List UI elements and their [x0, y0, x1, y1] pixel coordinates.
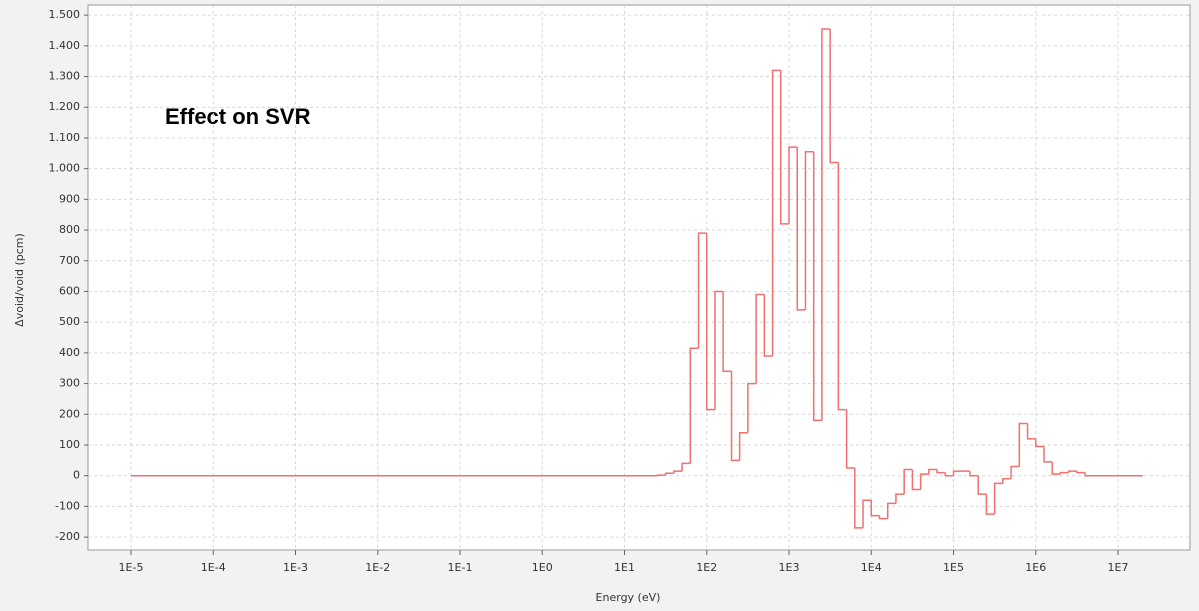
y-tick-label: 1.300	[49, 70, 81, 83]
y-tick-label: 200	[59, 407, 80, 420]
histogram-step	[993, 482, 1003, 515]
plot-area	[87, 4, 1191, 551]
x-tick-label: 1E-2	[365, 561, 390, 574]
x-tick-label: 1E6	[1025, 561, 1046, 574]
histogram-step	[969, 471, 979, 477]
y-tick-label: 100	[59, 438, 80, 451]
histogram-step	[870, 500, 880, 517]
histogram-step	[706, 233, 716, 411]
y-tick-label: 1.500	[49, 8, 81, 21]
histogram-step	[681, 462, 691, 472]
histogram-step	[903, 468, 913, 495]
x-tick-label: 1E7	[1108, 561, 1129, 574]
histogram-step	[763, 294, 773, 357]
histogram-step	[829, 28, 839, 164]
histogram-step	[895, 493, 905, 504]
x-tick-label: 1E3	[779, 561, 800, 574]
y-tick-label: -100	[55, 499, 80, 512]
histogram-step	[796, 147, 806, 311]
y-tick-label: 600	[59, 284, 80, 297]
histogram-step	[1076, 471, 1086, 474]
histogram-step	[1084, 472, 1143, 477]
y-tick-label: 0	[73, 469, 80, 482]
annotation: Effect on SVR	[165, 104, 311, 129]
histogram-step	[780, 70, 790, 225]
histogram-step	[977, 475, 987, 495]
histogram-step	[738, 431, 748, 461]
histogram-step	[821, 28, 831, 421]
histogram-step	[1010, 465, 1020, 479]
histogram-step	[919, 473, 929, 490]
histogram-step	[1002, 478, 1012, 484]
histogram-step	[697, 232, 707, 349]
histogram-step	[656, 474, 666, 476]
y-tick-label: 700	[59, 254, 80, 267]
y-tick-label: 500	[59, 315, 80, 328]
histogram-step	[812, 151, 822, 422]
histogram-step	[1067, 470, 1077, 473]
histogram-step	[936, 469, 946, 474]
histogram-step	[747, 382, 757, 433]
y-tick-label: 800	[59, 223, 80, 236]
histogram-step	[804, 151, 814, 310]
x-tick-label: 1E-1	[448, 561, 473, 574]
x-tick-label: 1E5	[943, 561, 964, 574]
histogram-step	[689, 347, 699, 464]
y-tick-label: 1.000	[49, 162, 81, 175]
histogram-step	[1043, 446, 1053, 463]
y-tick-label: 1.400	[49, 39, 81, 52]
histogram-step	[944, 472, 954, 477]
histogram-step	[1035, 438, 1044, 448]
y-axis-label: Δvoid/void (pcm)	[13, 233, 26, 327]
y-tick-label: 1.100	[49, 131, 81, 144]
histogram-step	[862, 499, 872, 528]
histogram-step	[1026, 423, 1036, 440]
x-tick-label: 1E-4	[201, 561, 226, 574]
histogram-step	[837, 162, 847, 411]
histogram-step	[854, 468, 864, 529]
x-tick-label: 1E-3	[283, 561, 308, 574]
y-tick-label: 900	[59, 192, 80, 205]
histogram-step	[730, 371, 740, 462]
histogram-step	[788, 146, 798, 224]
y-tick-label: 300	[59, 377, 80, 390]
histogram-step	[1059, 471, 1069, 475]
histogram-step	[878, 515, 888, 520]
y-tick-label: -200	[55, 530, 80, 543]
histogram-step	[928, 468, 938, 475]
histogram-step	[771, 69, 781, 356]
histogram-step	[722, 291, 732, 373]
histogram-step	[886, 502, 896, 519]
y-tick-label: 400	[59, 346, 80, 359]
histogram-step	[1018, 422, 1028, 467]
histogram-step	[985, 494, 995, 515]
y-tick-label: 1.200	[49, 100, 81, 113]
x-tick-label: 1E4	[861, 561, 882, 574]
histogram-step	[911, 469, 921, 491]
x-axis-label: Energy (eV)	[596, 591, 661, 604]
histogram-step	[755, 293, 765, 384]
histogram-step	[952, 470, 962, 476]
histogram-step	[714, 290, 724, 410]
histogram-step	[673, 470, 683, 474]
x-tick-label: 1E1	[614, 561, 635, 574]
histogram-step	[845, 409, 855, 469]
histogram-step	[664, 472, 674, 476]
histogram-step	[1051, 461, 1061, 475]
x-tick-label: 1E-5	[119, 561, 144, 574]
x-tick-label: 1E0	[532, 561, 553, 574]
x-tick-label: 1E2	[696, 561, 717, 574]
